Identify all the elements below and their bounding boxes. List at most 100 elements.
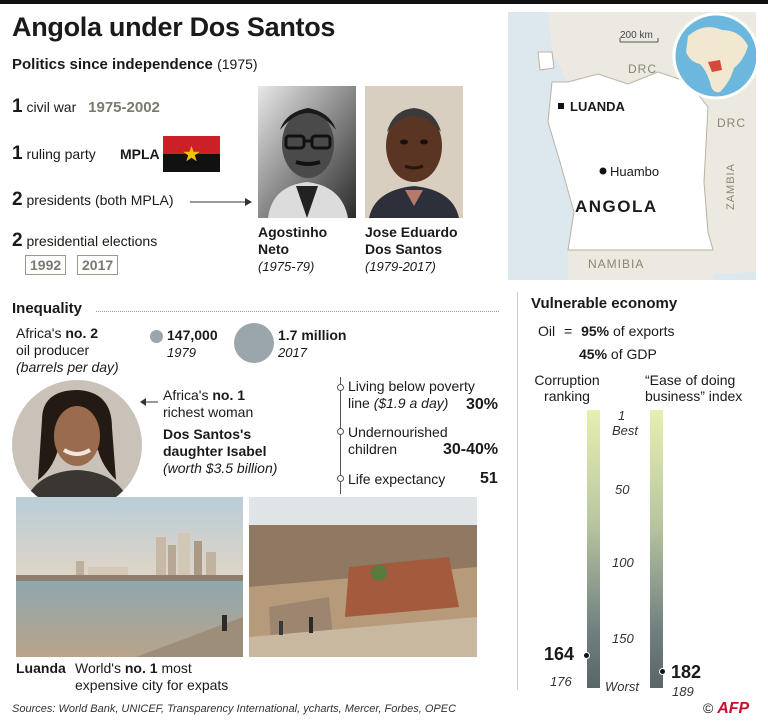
map-label-luanda: LUANDA [570, 99, 625, 114]
elections-fact: 2 presidential elections [12, 230, 157, 252]
civil-war-fact: 1 civil war 1975-2002 [12, 96, 160, 118]
stats-timeline [340, 377, 341, 494]
scale-best-num: 1 [618, 408, 626, 423]
oil-1979-year: 1979 [167, 345, 196, 360]
civil-war-count: 1 [12, 96, 23, 117]
poverty-line1: Living below poverty [348, 378, 475, 394]
luanda-caption-most: most [161, 660, 192, 676]
isabel-line1: Dos Santos's [163, 426, 252, 442]
subtitle-text: Politics since independence [12, 56, 213, 73]
neto-portrait [258, 86, 356, 218]
corruption-line1: Corruption [534, 372, 600, 388]
scale-best-label: Best [612, 423, 639, 438]
ruling-party-count: 1 [12, 143, 23, 164]
exports-pct: 95% [581, 323, 610, 339]
gdp-pct: 45% [579, 346, 608, 362]
map-label-drc-top: DRC [628, 62, 657, 76]
dos-santos-years: (1979-2017) [365, 259, 436, 274]
business-line2: business” index [645, 388, 743, 404]
page-subtitle: Politics since independence (1975) [12, 56, 258, 73]
huambo-marker [599, 167, 607, 175]
ruling-party-label: ruling party [26, 146, 96, 162]
stats-dot-poverty [337, 384, 344, 391]
top-rule [0, 0, 768, 4]
business-rank: 182 [671, 662, 702, 682]
rich-line2: richest woman [163, 404, 254, 420]
life-label: Life expectancy [348, 471, 446, 487]
luanda-skyline-photo [16, 497, 243, 657]
exports-label: of exports [613, 323, 675, 339]
neto-last-name: Neto [258, 241, 290, 257]
elections-label: presidential elections [26, 233, 158, 249]
luanda-marker [558, 103, 564, 109]
map-scale: 200 km [620, 30, 653, 41]
oil-line1: Africa's [16, 325, 62, 341]
poverty-line2-ital: ($1.9 a day) [373, 395, 449, 411]
inequality-rule [96, 311, 499, 312]
poverty-label: Living below poverty line ($1.9 a day) [348, 378, 475, 412]
elections-count: 2 [12, 230, 23, 251]
scale-tick-100: 100 [612, 555, 634, 570]
map-label-huambo: Huambo [610, 164, 660, 179]
presidents-count: 2 [12, 189, 23, 210]
corruption-marker [583, 652, 590, 659]
business-scale-bar [650, 410, 663, 688]
neto-first-name: Agostinho [258, 224, 328, 240]
nourish-value: 30-40% [443, 441, 499, 458]
nourish-line2: children [348, 441, 398, 457]
corruption-rank: 164 [544, 644, 575, 664]
corruption-scale-bar [587, 410, 600, 688]
mpla-label: MPLA [120, 146, 160, 162]
dos-santos-first-name: Jose Eduardo [365, 224, 458, 240]
stats-dot-life [337, 475, 344, 482]
afp-logo: © AFP [703, 700, 749, 718]
oil-1979-bubble [150, 330, 163, 343]
neto-name: Agostinho Neto [258, 224, 327, 258]
poverty-line2: line [348, 395, 370, 411]
nourish-label: Undernourished children [348, 424, 448, 458]
nourish-line1: Undernourished [348, 424, 448, 440]
rich-rank: no. 1 [212, 387, 246, 403]
oil-rank: no. 2 [65, 325, 99, 341]
oil-exports-line: Oil = 95% of exports [538, 323, 675, 339]
luanda-caption-line2: expensive city for expats [75, 677, 229, 693]
isabel-caption: Dos Santos's daughter Isabel (worth $3.5… [163, 426, 277, 477]
map-label-drc-right: DRC [717, 116, 746, 130]
oil-2017-year: 2017 [278, 345, 307, 360]
business-header: “Ease of doing business” index [645, 372, 742, 404]
richest-woman-text: Africa's no. 1 richest woman [163, 387, 253, 421]
civil-war-label: civil war [26, 99, 77, 115]
angola-map [508, 12, 760, 280]
presidents-label: presidents (both MPLA) [26, 192, 174, 208]
ruling-party-fact: 1 ruling party [12, 143, 96, 165]
gdp-label: of GDP [610, 346, 657, 362]
slum-photo [249, 497, 477, 657]
neto-years: (1975-79) [258, 259, 315, 274]
isabel-portrait [12, 380, 142, 510]
presidents-arrow [190, 195, 252, 207]
sources-footnote: Sources: World Bank, UNICEF, Transparenc… [12, 703, 457, 715]
election-year-2017: 2017 [77, 255, 119, 275]
dos-santos-last-name: Dos Santos [365, 241, 443, 257]
oil-producer-text: Africa's no. 2 oil producer (barrels per… [16, 325, 119, 376]
stats-dot-nourish [337, 428, 344, 435]
economy-divider [517, 292, 518, 690]
oil-line3: (barrels per day) [16, 359, 119, 375]
corruption-total: 176 [550, 674, 572, 689]
oil-2017-bubble [234, 323, 274, 363]
rich-line1: Africa's [163, 387, 209, 403]
corruption-header: Corruption ranking [530, 372, 604, 404]
business-marker [659, 668, 666, 675]
oil-2017-value: 1.7 million [278, 327, 347, 343]
isabel-arrow [140, 394, 158, 406]
business-total: 189 [672, 684, 694, 699]
luanda-caption-text: World's no. 1 most expensive city for ex… [75, 660, 228, 694]
scale-worst-label: Worst [605, 679, 639, 694]
dos-santos-name: Jose Eduardo Dos Santos [365, 224, 458, 258]
angola-flag-icon [163, 136, 220, 172]
isabel-line2: daughter Isabel [163, 443, 267, 459]
subtitle-years: (1975) [217, 56, 258, 72]
economy-title: Vulnerable economy [531, 295, 678, 312]
oil-1979-value: 147,000 [167, 327, 218, 343]
poverty-value: 30% [466, 396, 499, 413]
